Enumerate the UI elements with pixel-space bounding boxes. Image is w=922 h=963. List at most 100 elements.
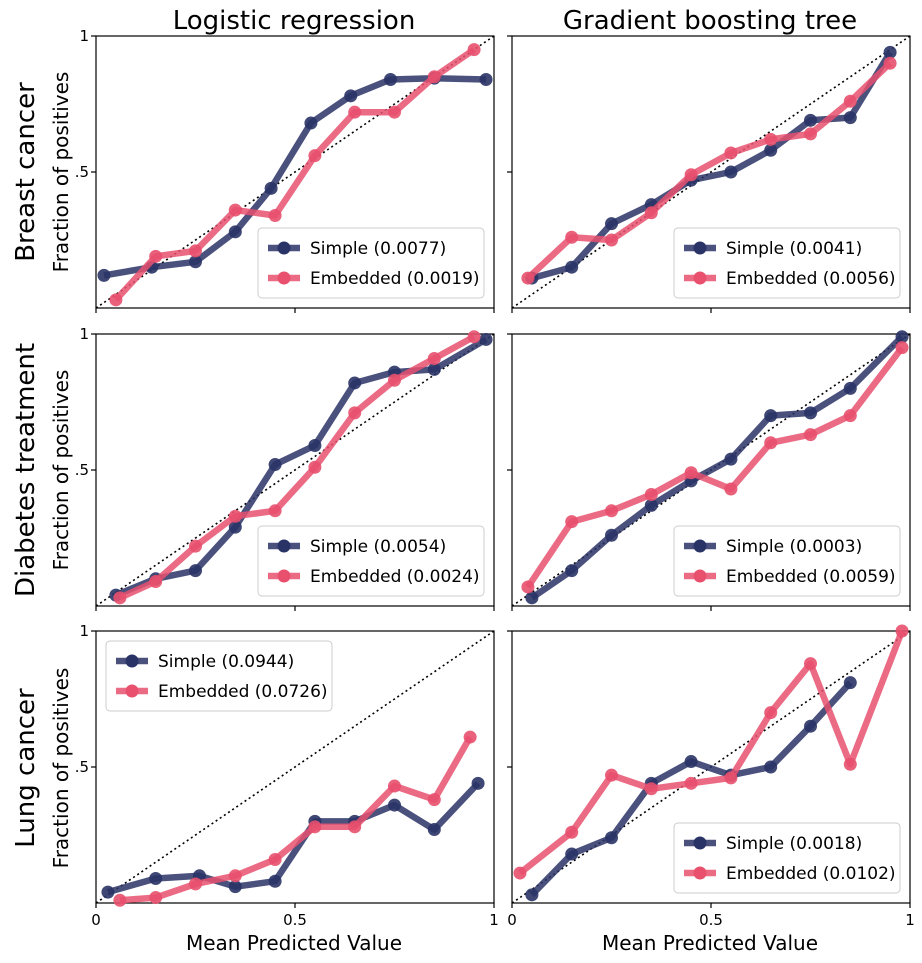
data-point <box>843 94 857 108</box>
legend: Simple (0.0018) Embedded (0.0102) <box>673 822 901 894</box>
data-point <box>308 820 322 834</box>
data-point <box>525 888 539 902</box>
row-title-lung-cancer: Lung cancer <box>11 688 41 848</box>
series-embedded <box>109 43 481 307</box>
y-axis-label-row-3: Fraction of positives <box>49 668 73 869</box>
legend-label-simple: Simple (0.0944) <box>158 652 294 672</box>
data-point <box>308 460 322 474</box>
data-point <box>804 406 817 420</box>
panel-lung-cancer-logistic-regression: 0 0.5 1 .5 1 Simple (0.0944) Embedded (0.0726) <box>75 622 499 929</box>
data-point <box>565 564 579 578</box>
data-point <box>804 127 817 141</box>
data-point <box>388 798 401 812</box>
data-point <box>189 539 202 553</box>
legend-box <box>257 227 485 299</box>
legend: Simple (0.0077) Embedded (0.0019) <box>257 227 485 299</box>
row-titles: Breast cancer Diabetes treatment Lung ca… <box>11 82 41 848</box>
x-axis-labels: Mean Predicted Value Mean Predicted Valu… <box>186 931 818 955</box>
data-point <box>149 575 163 589</box>
data-point <box>804 113 817 127</box>
legend-label-simple: Simple (0.0003) <box>726 537 862 557</box>
data-point <box>895 330 909 344</box>
x-tick-label: 1 <box>905 911 915 929</box>
legend: Simple (0.0054) Embedded (0.0024) <box>257 525 485 597</box>
data-point <box>149 872 163 886</box>
series-line <box>107 781 481 896</box>
data-point <box>764 706 778 720</box>
data-point <box>388 373 401 387</box>
legend: Simple (0.0041) Embedded (0.0056) <box>673 227 901 299</box>
data-point <box>684 168 698 182</box>
data-point <box>471 776 485 790</box>
y-tick-label: .5 <box>75 461 89 479</box>
data-point <box>228 203 242 217</box>
data-point <box>684 755 698 769</box>
y-axis-label-row-2: Fraction of positives <box>49 370 73 571</box>
legend-box <box>257 525 485 597</box>
data-point <box>149 249 163 263</box>
legend-swatch-marker <box>693 836 707 850</box>
y-tick-label: .5 <box>75 163 89 181</box>
data-point <box>843 409 857 423</box>
data-point <box>764 143 778 157</box>
series-simple <box>101 776 485 899</box>
data-point <box>308 149 322 163</box>
data-point <box>189 244 202 258</box>
y-tick-label: 1 <box>79 622 89 640</box>
panel-breast-cancer-logistic-regression: .5 1 Simple (0.0077) Embedded (0.0019) <box>75 27 495 313</box>
legend-label-embedded: Embedded (0.0102) <box>726 864 896 884</box>
data-point <box>883 45 897 59</box>
data-point <box>113 591 127 605</box>
data-point <box>513 866 527 880</box>
data-point <box>605 831 618 845</box>
data-point <box>348 105 362 119</box>
legend-box <box>105 640 333 712</box>
data-point <box>264 181 278 195</box>
series-embedded <box>113 730 477 907</box>
legend-swatch-marker <box>277 271 291 285</box>
data-point <box>427 351 441 365</box>
data-point <box>605 217 618 231</box>
column-title-logistic-regression: Logistic regression <box>173 6 416 36</box>
legend: Simple (0.0003) Embedded (0.0059) <box>673 525 901 597</box>
data-point <box>479 73 493 87</box>
data-point <box>684 776 698 790</box>
legend-label-simple: Simple (0.0018) <box>726 834 862 854</box>
series-line <box>119 735 473 904</box>
data-point <box>883 56 897 70</box>
legend-label-embedded: Embedded (0.0726) <box>158 682 328 702</box>
data-point <box>101 885 115 899</box>
data-point <box>843 111 857 125</box>
legend-swatch-marker <box>277 241 291 255</box>
data-point <box>644 498 658 512</box>
legend-box <box>673 227 901 299</box>
series-embedded <box>513 624 909 880</box>
legend-swatch-marker <box>125 654 139 668</box>
data-point <box>764 760 778 774</box>
data-point <box>724 146 738 160</box>
y-tick-label: .5 <box>75 758 89 776</box>
data-point <box>228 509 242 523</box>
data-point <box>843 757 857 771</box>
data-point <box>895 624 909 638</box>
legend-label-simple: Simple (0.0041) <box>726 239 862 259</box>
data-point <box>268 504 282 518</box>
y-axis-label-row-1: Fraction of positives <box>49 72 73 273</box>
legend-label-simple: Simple (0.0054) <box>310 537 446 557</box>
data-point <box>109 293 123 307</box>
legend-swatch-marker <box>693 241 707 255</box>
series-line <box>525 60 893 281</box>
data-point <box>764 132 778 146</box>
data-point <box>348 406 362 420</box>
data-point <box>97 268 111 282</box>
data-point <box>189 255 202 269</box>
panel-diabetes-treatment-gradient-boosting-tree: Simple (0.0003) Embedded (0.0059) <box>507 330 911 611</box>
y-axis-labels: Fraction of positives Fraction of positi… <box>49 72 73 869</box>
data-point <box>344 89 358 103</box>
data-point <box>388 105 401 119</box>
column-title-gradient-boosting-tree: Gradient boosting tree <box>563 6 857 36</box>
series-embedded <box>521 341 909 594</box>
data-point <box>804 719 817 733</box>
series-line <box>530 334 905 601</box>
y-tick-label: 1 <box>79 325 89 343</box>
